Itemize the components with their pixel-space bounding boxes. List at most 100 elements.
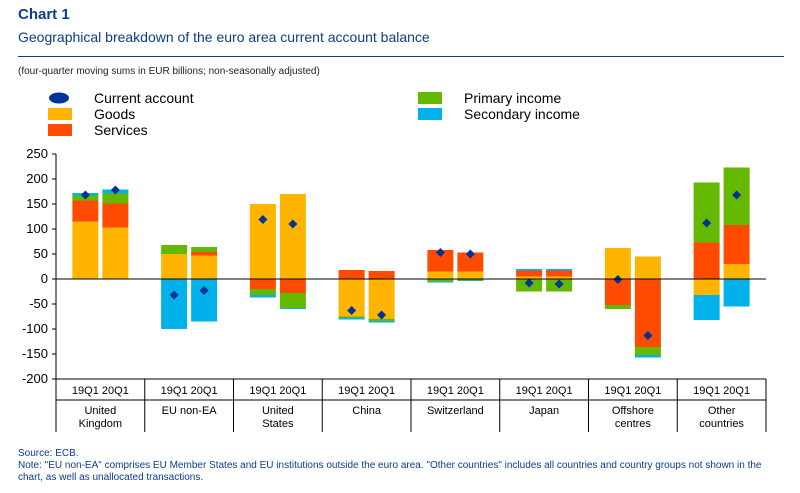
current-account-marker: [258, 215, 268, 224]
bar-services: [368, 271, 395, 279]
legend-label: Goods: [94, 106, 135, 122]
bar-services: [338, 270, 365, 279]
bar-goods: [279, 194, 306, 279]
current-account-marker: [465, 249, 475, 259]
bar-primary-income: [161, 245, 188, 254]
legend-label: Primary income: [464, 90, 561, 106]
y-tick-label: 150: [26, 196, 48, 211]
bar-goods: [546, 276, 573, 279]
y-tick-label: 250: [26, 146, 48, 161]
group-label: EU non-EA: [162, 405, 218, 417]
quarter-label: 20Q1: [723, 385, 750, 397]
y-tick-label: -200: [22, 371, 48, 386]
bar-secondary-income: [161, 279, 188, 329]
quarter-label: 20Q1: [634, 385, 661, 397]
quarter-label: 19Q1: [249, 385, 276, 397]
current-account-marker: [732, 190, 742, 200]
bar-goods: [693, 279, 720, 295]
bar-goods: [604, 248, 631, 279]
current-account-marker: [347, 306, 357, 315]
bar-primary-income: [693, 182, 720, 243]
source-note: Source: ECB.: [18, 448, 79, 459]
quarter-label: 19Q1: [338, 385, 365, 397]
bar-services: [249, 279, 276, 289]
bar-primary-income: [634, 347, 661, 355]
group-label: countries: [699, 418, 744, 430]
header-divider: [18, 56, 784, 57]
bar-primary-income: [249, 289, 276, 295]
bar-primary-income: [457, 279, 484, 281]
bar-goods: [161, 254, 188, 279]
bar-primary-income: [191, 247, 218, 252]
bar-secondary-income: [427, 281, 454, 283]
bar-goods: [427, 271, 454, 279]
bar-primary-income: [604, 305, 631, 309]
bars: [72, 167, 750, 358]
bar-services: [72, 200, 99, 222]
group-label: Other: [708, 405, 736, 417]
quarter-label: 20Q1: [457, 385, 484, 397]
bar-primary-income: [102, 193, 129, 204]
legend-label: Current account: [94, 90, 194, 106]
y-tick-label: 0: [41, 271, 48, 286]
y-tick-label: 100: [26, 221, 48, 236]
quarter-label: 20Q1: [368, 385, 395, 397]
bar-secondary-income: [723, 279, 750, 307]
current-account-marker: [554, 279, 564, 289]
y-tick-label: 50: [34, 246, 48, 261]
group-label: Offshore: [612, 405, 654, 417]
quarter-label: 19Q1: [161, 385, 188, 397]
chart-subtitle: Geographical breakdown of the euro area …: [18, 29, 430, 45]
quarter-label: 20Q1: [102, 385, 129, 397]
y-tick-label: -50: [29, 296, 48, 311]
bar-goods: [723, 264, 750, 279]
current-account-marker: [435, 248, 445, 257]
bar-services: [102, 203, 129, 228]
bar-secondary-income: [191, 279, 218, 322]
bar-secondary-income: [634, 355, 661, 358]
bar-secondary-income: [249, 295, 276, 298]
quarter-label: 19Q1: [427, 385, 454, 397]
bar-services: [516, 270, 543, 277]
group-label: Japan: [529, 405, 559, 417]
x-axis: 19Q1 20Q1 19Q1 20Q1 19Q1 20Q1 19Q1 20Q1 19Q1 20Q1…: [55, 278, 767, 432]
group-label: centres: [615, 418, 652, 430]
bar-services: [723, 225, 750, 264]
bar-goods: [191, 255, 218, 279]
y-tick-label: 200: [26, 171, 48, 186]
bar-goods: [72, 221, 99, 279]
bar-secondary-income: [546, 269, 573, 271]
bar-services: [279, 279, 306, 293]
legend-swatch-secondary-income: [418, 108, 442, 120]
bar-services: [546, 270, 573, 277]
group-label: Switzerland: [427, 405, 484, 417]
current-account-marker: [199, 286, 209, 295]
bar-primary-income: [338, 316, 365, 318]
legend-swatch-goods: [48, 108, 72, 120]
bar-services: [457, 252, 484, 272]
quarter-label: 19Q1: [72, 385, 99, 397]
bar-services: [693, 242, 720, 279]
group-label: Kingdom: [79, 418, 122, 430]
current-account-marker: [288, 219, 298, 229]
y-axis: 250 200 150 100 50 0 -50 -100 -150 -200: [22, 146, 57, 386]
current-account-marker: [80, 190, 90, 200]
bar-secondary-income: [338, 318, 365, 320]
legend-swatch-current-account: [49, 92, 69, 104]
current-account-marker: [524, 278, 534, 288]
bar-primary-income: [368, 319, 395, 321]
bar-primary-income: [427, 279, 454, 282]
bar-goods: [457, 271, 484, 279]
current-account-marker: [110, 185, 120, 195]
bar-secondary-income: [693, 295, 720, 320]
bar-services: [191, 252, 218, 256]
bar-goods: [516, 276, 543, 279]
bar-primary-income: [279, 293, 306, 308]
group-label: United: [262, 405, 294, 417]
legend-swatch-primary-income: [418, 92, 442, 104]
quarter-label: 19Q1: [604, 385, 631, 397]
legend-label: Services: [94, 122, 148, 138]
legend-label: Secondary income: [464, 106, 580, 122]
